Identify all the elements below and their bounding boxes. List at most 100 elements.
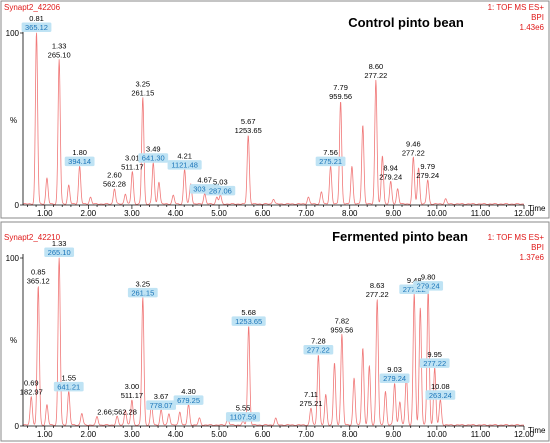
x-tick-label: 7.00: [298, 430, 314, 439]
peak-mz: 778.07: [150, 401, 173, 410]
peak-mz: 277.22: [423, 359, 446, 368]
peak-retention-time: 9.48: [407, 276, 422, 285]
peak-mz-highlight: [53, 381, 84, 392]
peak-mz-highlight: [225, 412, 261, 422]
ms-mode: 1: TOF MS ES+: [488, 233, 545, 242]
peak-retention-time: 3.49: [146, 145, 161, 154]
peak-retention-time: 2.60: [107, 171, 122, 180]
peak-mz: 511.17: [121, 391, 143, 400]
peak-retention-time: 3.67: [154, 392, 169, 401]
peak-mz-highlight: [44, 247, 75, 257]
x-axis-label: Time: [528, 204, 546, 213]
peak-retention-time: 1.80: [72, 148, 87, 157]
peak-mz-highlight: [146, 400, 177, 410]
panel-frame: [0, 221, 550, 442]
peak-mz: 279.24: [416, 171, 439, 180]
peak-mz-highlight: [173, 395, 204, 405]
peak-mz-highlight: [303, 344, 334, 355]
peak-mz: 1107.59: [230, 413, 257, 422]
peak-retention-time: 3.25: [135, 279, 150, 288]
x-tick-label: 7.00: [298, 209, 314, 218]
peak-retention-time: 9.95: [427, 350, 442, 359]
peak-retention-time: 9.80: [421, 273, 436, 282]
peak-retention-time: 3.25: [135, 79, 150, 88]
peak-retention-time: 8.63: [370, 281, 385, 290]
peak-mz: 279.24: [417, 282, 440, 291]
x-tick-label: 9.00: [386, 209, 402, 218]
peak-mz: 277.22: [366, 290, 389, 299]
peak-retention-time: 1.55: [61, 373, 76, 382]
bpi-trace: [22, 32, 525, 205]
axes-layer: 0 100 1.00 2.00 3.00 4.00 5.00 6.00 7.00 8.00 9.00…: [6, 29, 535, 218]
x-tick-label: 11.00: [471, 430, 491, 439]
peak-mz: 303.06: [193, 185, 216, 194]
peak-mz: 1121.48: [171, 161, 198, 170]
peak-retention-time: 4.67: [197, 176, 212, 185]
y-tick-label: 100: [6, 254, 20, 263]
panel-title: Control pinto bean: [348, 15, 464, 30]
axes-layer: 0 100 1.00 2.00 3.00 4.00 5.00 6.00 7.00 8.00 9.00…: [6, 254, 535, 439]
trace-layer: [22, 257, 525, 426]
peak-retention-time: 0.81: [29, 14, 44, 23]
peak-retention-time: 1.33: [52, 239, 67, 248]
peak-mz-highlight: [167, 160, 202, 170]
peak-mz: 679.25: [177, 396, 200, 405]
peak-retention-time: 7.28: [311, 336, 326, 345]
peak-mz-highlight: [379, 373, 410, 383]
peak-retention-time: 8.94: [383, 164, 398, 173]
peak-mz: 641.21: [57, 382, 80, 391]
peak-retention-time: 10.08: [431, 382, 450, 391]
peak-retention-time: 0.85: [31, 268, 46, 277]
peak-mz: 365.12: [27, 277, 50, 286]
peak-retention-time: 3.01: [125, 153, 140, 162]
peak-mz: 279.24: [379, 173, 402, 182]
x-axis-label: Time: [528, 426, 546, 435]
peak-mz-highlight: [127, 287, 158, 298]
x-tick-label: 2.00: [81, 430, 97, 439]
peak-retention-time: 7.56: [323, 148, 338, 157]
peak-retention-time: 3.00: [125, 382, 140, 391]
x-tick-label: 12.00: [514, 430, 535, 439]
peak-retention-time: 1.33: [52, 42, 67, 51]
fermented-chromatogram-panel: Synapt2_42210 Fermented pinto bean 1: TO…: [0, 221, 550, 442]
peak-mz: 277.22: [402, 149, 425, 158]
trace-type: BPI: [531, 13, 544, 22]
y-axis-label: %: [10, 116, 17, 125]
peak-mz-highlight: [231, 316, 266, 326]
peak-mz-highlight: [138, 153, 169, 163]
x-tick-label: 3.00: [124, 209, 140, 218]
peak-mz: 959.56: [329, 92, 352, 101]
peak-mz-highlight: [413, 281, 444, 291]
y-tick-label: 0: [15, 201, 20, 210]
intensity-value: 1.43e6: [520, 23, 545, 32]
x-tick-label: 10.00: [427, 209, 448, 218]
y-tick-label: 0: [15, 422, 20, 431]
peak-mz: 275.21: [299, 399, 322, 408]
peak-mz-highlight: [64, 156, 95, 167]
peak-retention-time: 9.79: [420, 162, 435, 171]
peak-annotation: 2.66;562.28: [97, 408, 137, 417]
bpi-trace: [22, 257, 525, 426]
ms-mode: 1: TOF MS ES+: [488, 3, 545, 12]
